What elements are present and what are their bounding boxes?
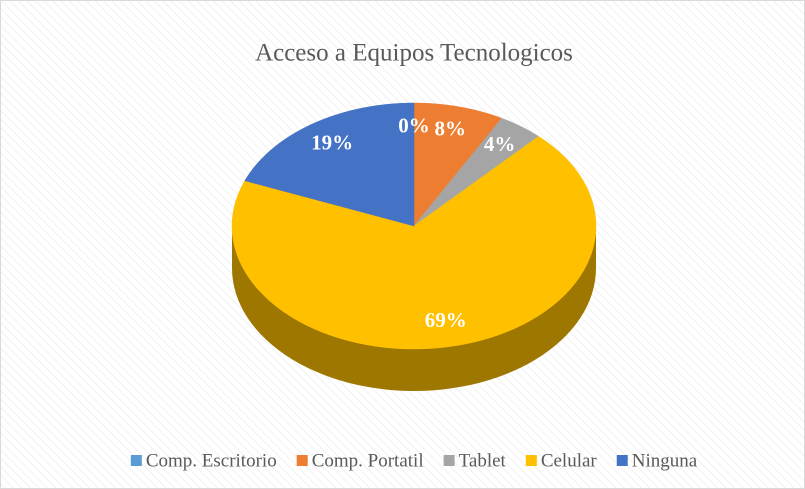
data-label: 69% xyxy=(425,308,467,332)
legend-swatch xyxy=(130,455,142,466)
slice xyxy=(413,102,503,227)
data-label: 4% xyxy=(484,132,516,156)
legend-label: Comp. Escritorio xyxy=(146,450,277,471)
legend-swatch xyxy=(296,455,308,466)
legend-swatch xyxy=(525,455,537,466)
legend-label: Comp. Portatil xyxy=(312,450,424,471)
data-label: 8% xyxy=(434,117,466,141)
data-label: 0% xyxy=(398,113,430,137)
legend-swatch xyxy=(443,455,455,466)
legend-label: Tablet xyxy=(459,450,507,471)
chart-title: Acceso a Equipos Tecnologicos xyxy=(255,40,573,67)
legend-label: Celular xyxy=(541,450,598,471)
legend-swatch xyxy=(616,455,628,466)
slice-side xyxy=(232,226,596,391)
slice xyxy=(244,102,415,227)
slice xyxy=(413,117,540,227)
legend-label: Ninguna xyxy=(632,450,698,471)
slice xyxy=(231,136,597,350)
data-label: 19% xyxy=(311,130,353,154)
